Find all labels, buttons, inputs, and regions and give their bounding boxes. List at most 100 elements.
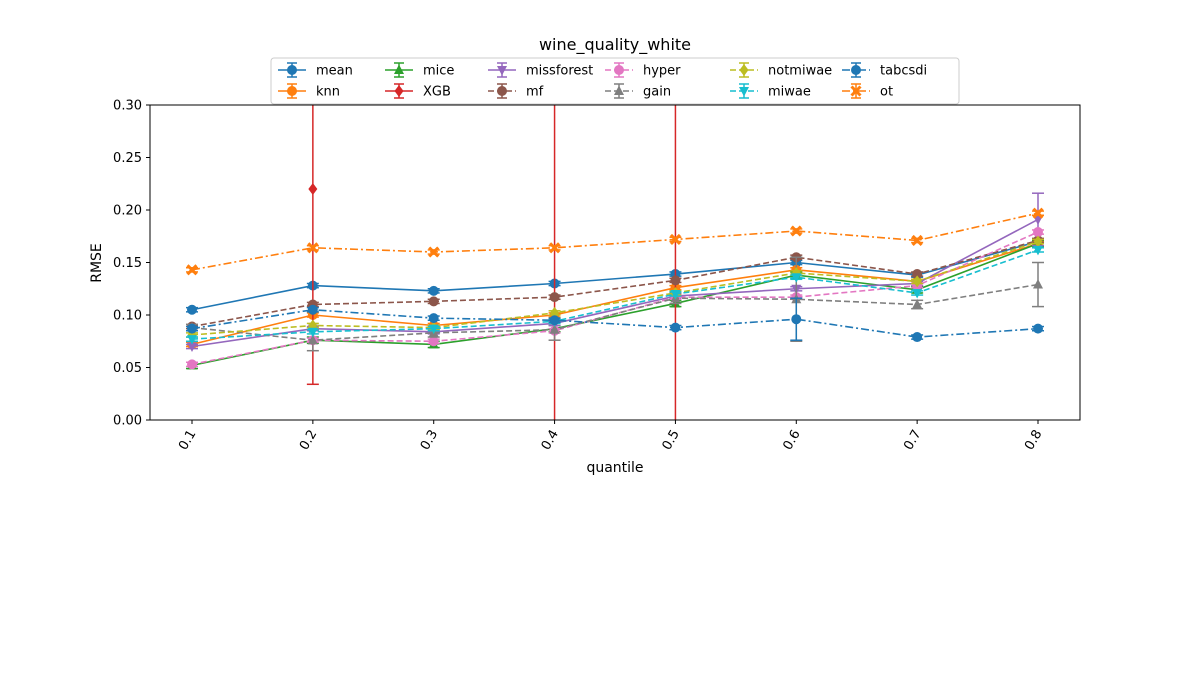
legend-box	[270, 57, 960, 105]
legend-marker	[394, 85, 404, 97]
x-axis-label: quantile	[586, 460, 643, 476]
legend-marker	[850, 85, 862, 97]
legend-item-mean: mean	[278, 62, 353, 79]
data-point-tabcsdi	[549, 315, 560, 326]
legend-item-XGB: XGB	[385, 83, 451, 100]
data-point-ot	[669, 233, 681, 245]
chart-title: wine_quality_white	[539, 35, 691, 55]
legend-label: XGB	[423, 85, 451, 100]
x-tick-label: 0.8	[1022, 428, 1045, 453]
data-point-tabcsdi	[791, 314, 802, 325]
data-point-miwae	[1033, 245, 1043, 256]
data-point-mean	[428, 285, 439, 296]
series-clip-group	[186, 105, 1044, 420]
x-tick-label: 0.4	[539, 428, 562, 453]
legend: mean knn mice XGB missforest mf hyper gain notmi…	[270, 57, 960, 105]
y-tick-label: 0.15	[113, 256, 142, 271]
series-line-knn	[191, 242, 1039, 346]
legend-label: mf	[526, 85, 544, 100]
data-point-miwae	[187, 335, 197, 345]
legend-marker	[497, 86, 507, 96]
series-line-mean	[191, 240, 1039, 311]
data-point-mf	[670, 275, 681, 286]
legend-item-tabcsdi: tabcsdi	[842, 62, 927, 79]
legend-label: knn	[316, 85, 340, 100]
legend-marker	[614, 65, 624, 75]
legend-marker	[851, 65, 861, 75]
data-point-ot	[790, 225, 802, 237]
legend-item-hyper: hyper	[605, 62, 681, 79]
x-tick-label: 0.7	[901, 428, 924, 453]
legend-item-notmiwae: notmiwae	[730, 62, 832, 79]
data-point-tabcsdi	[670, 322, 681, 333]
series-ot	[186, 207, 1044, 276]
x-tick-label: 0.1	[176, 428, 199, 453]
data-point-gain	[307, 334, 318, 345]
y-tick-label: 0.10	[113, 309, 142, 324]
data-point-miwae	[912, 288, 923, 299]
legend-label: hyper	[643, 64, 681, 79]
data-point-hyper	[187, 359, 197, 370]
legend-item-miwae: miwae	[730, 83, 811, 100]
legend-label: gain	[643, 85, 671, 100]
y-axis-label: RMSE	[89, 243, 105, 283]
legend-label: mean	[316, 64, 353, 79]
data-point-miwae	[670, 290, 681, 300]
data-point-ot	[911, 234, 923, 247]
y-tick-label: 0.00	[113, 414, 142, 429]
series-miwae	[186, 245, 1044, 345]
y-tick-label: 0.25	[113, 151, 142, 166]
data-point-gain	[549, 324, 560, 334]
data-point-gain	[912, 299, 923, 309]
legend-label: notmiwae	[768, 64, 832, 79]
legend-label: missforest	[526, 64, 593, 79]
data-point-mean	[187, 304, 197, 315]
plot-area	[150, 105, 1080, 420]
marker-x-stroke	[790, 225, 802, 237]
plot-background	[150, 105, 1080, 420]
data-point-tabcsdi	[428, 313, 439, 324]
data-point-missforest	[187, 342, 197, 352]
legend-label: miwae	[768, 85, 811, 100]
legend-marker	[394, 64, 404, 74]
legend-marker	[497, 66, 507, 76]
legend-label: tabcsdi	[880, 64, 927, 79]
marker-x-stroke	[307, 242, 319, 254]
marker-x-stroke	[186, 264, 198, 276]
legend-item-ot: ot	[842, 83, 893, 100]
data-point-notmiwae	[912, 275, 922, 288]
x-tick-label: 0.6	[780, 428, 803, 453]
data-point-hyper	[1033, 227, 1043, 238]
data-point-tabcsdi	[912, 332, 923, 343]
y-tick-label: 0.30	[113, 99, 142, 114]
series-line-ot	[191, 212, 1039, 271]
series-XGB	[306, 105, 677, 420]
legend-marker	[614, 85, 624, 95]
data-point-mf	[428, 296, 439, 307]
data-point-ot	[1032, 207, 1044, 219]
marker-x-stroke	[549, 242, 561, 254]
data-point-hyper	[428, 336, 439, 347]
data-point-XGB	[308, 183, 318, 195]
marker-x-stroke	[428, 246, 440, 258]
marker-x-stroke	[911, 234, 923, 247]
data-point-miwae	[428, 324, 439, 335]
data-point-tabcsdi	[307, 304, 318, 315]
series-layer	[186, 105, 1044, 420]
data-point-tabcsdi	[1033, 323, 1043, 334]
marker-x-stroke	[850, 85, 862, 97]
y-tick-label: 0.05	[113, 361, 142, 376]
legend-marker	[739, 64, 749, 76]
data-point-missforest	[1033, 215, 1043, 225]
legend-marker	[287, 86, 297, 96]
data-point-ot	[428, 246, 440, 258]
data-point-ot	[307, 242, 319, 254]
series-line-miwae	[191, 249, 1039, 340]
series-line-gain	[191, 283, 1039, 342]
data-point-miwae	[307, 327, 318, 338]
marker-x-stroke	[1032, 207, 1044, 219]
series-line-tabcsdi	[191, 308, 1039, 338]
legend-label: mice	[423, 64, 454, 79]
series-notmiwae	[186, 235, 1044, 341]
data-point-miwae	[791, 273, 802, 283]
